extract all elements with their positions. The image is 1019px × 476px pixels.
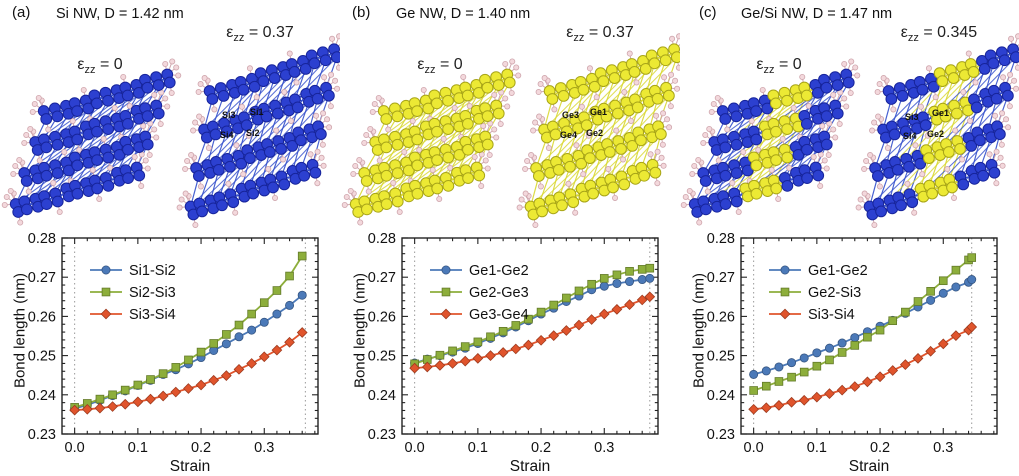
panel-c-atom-label-1: Si3 [905, 112, 919, 122]
svg-text:Si3-Si4: Si3-Si4 [808, 307, 855, 323]
svg-text:0.26: 0.26 [28, 309, 56, 325]
svg-text:0.26: 0.26 [707, 309, 735, 325]
panel-a-atom-label-1: Si3 [222, 110, 236, 120]
panel-a: (a) Si NW, D = 1.42 nm εzz = 0 εzz = 0.3… [0, 0, 340, 476]
panel-c-atom-label-4: Ge2 [927, 129, 945, 139]
svg-text:0.0: 0.0 [744, 440, 764, 456]
panel-a-bond-length-chart: 0.0 0.1 0.2 0.3 0.23 0.24 0.25 0.26 0.27 0.28 Si1-… [28, 231, 319, 456]
panel-b-atom-label-1: Ge3 [562, 110, 580, 120]
svg-text:0.25: 0.25 [707, 349, 735, 365]
svg-text:Ge1-Ge2: Ge1-Ge2 [808, 263, 868, 279]
structure-unstrained [341, 58, 522, 226]
panel-a-atom-label-3: Si4 [220, 130, 234, 140]
svg-text:0.28: 0.28 [368, 231, 396, 247]
svg-text:0.1: 0.1 [128, 440, 148, 456]
svg-text:0.26: 0.26 [368, 309, 396, 325]
panel-c-title: Ge/Si NW, D = 1.47 nm [741, 6, 893, 22]
svg-text:Ge1-Ge2: Ge1-Ge2 [469, 263, 529, 279]
panel-a-x-axis-label: Strain [169, 458, 211, 475]
panel-b-strain-zero-label: εzz = 0 [417, 56, 463, 77]
panel-b-strain-max-label: εzz = 0.37 [566, 24, 634, 45]
svg-text:0.2: 0.2 [531, 440, 551, 456]
svg-text:0.23: 0.23 [368, 427, 396, 443]
structure-strained [516, 33, 680, 228]
panel-a-label: (a) [12, 4, 31, 21]
panel-b-label: (b) [352, 4, 371, 21]
svg-text:0.25: 0.25 [368, 349, 396, 365]
panel-c-structures-svg [680, 33, 1019, 228]
panel-a-title: Si NW, D = 1.42 nm [56, 6, 184, 22]
panel-a-strain-max-label: εzz = 0.37 [226, 24, 294, 45]
structure-strained [855, 33, 1019, 228]
panel-c-strain-zero-label: εzz = 0 [756, 56, 802, 77]
svg-text:0.24: 0.24 [707, 388, 735, 404]
svg-text:0.3: 0.3 [254, 440, 274, 456]
panel-b-structures-svg [341, 33, 680, 228]
svg-text:0.27: 0.27 [707, 270, 735, 286]
panel-b: (b) Ge NW, D = 1.40 nm εzz = 0 εzz = 0.3… [340, 0, 680, 476]
panel-b-bond-length-chart: 0.0 0.1 0.2 0.3 0.23 0.24 0.25 0.26 0.27 0.28 Ge1-… [368, 231, 659, 456]
panel-c-bond-length-chart: 0.0 0.1 0.2 0.3 0.23 0.24 0.25 0.26 0.27 0.28 Ge1-… [707, 231, 998, 456]
svg-text:0.28: 0.28 [707, 231, 735, 247]
svg-text:Ge3-Ge4: Ge3-Ge4 [469, 307, 529, 323]
panel-c-label: (c) [699, 4, 717, 21]
svg-text:0.3: 0.3 [933, 440, 953, 456]
svg-text:0.27: 0.27 [28, 270, 56, 286]
panel-b-atom-label-2: Ge1 [590, 107, 608, 117]
svg-text:0.23: 0.23 [707, 427, 735, 443]
svg-text:0.1: 0.1 [468, 440, 488, 456]
panel-c: (c) Ge/Si NW, D = 1.47 nm εzz = 0 εzz = … [679, 0, 1019, 476]
panel-a-atom-label-2: Si1 [250, 107, 264, 117]
svg-text:0.2: 0.2 [191, 440, 211, 456]
svg-text:0.28: 0.28 [28, 231, 56, 247]
structure-strained [176, 33, 340, 228]
svg-text:Si1-Si2: Si1-Si2 [129, 263, 176, 279]
svg-text:0.0: 0.0 [65, 440, 85, 456]
svg-text:0.27: 0.27 [368, 270, 396, 286]
svg-text:0.3: 0.3 [594, 440, 614, 456]
panel-c-atom-label-2: Ge1 [932, 108, 950, 118]
panel-b-y-axis-label: Bond length (nm) [351, 272, 369, 389]
svg-text:0.1: 0.1 [807, 440, 827, 456]
panel-c-y-axis-label: Bond length (nm) [690, 272, 708, 389]
svg-text:0.2: 0.2 [870, 440, 890, 456]
panel-a-y-axis-label: Bond length (nm) [11, 272, 29, 389]
svg-text:0.24: 0.24 [28, 388, 56, 404]
svg-text:0.24: 0.24 [368, 388, 396, 404]
panel-b-x-axis-label: Strain [509, 458, 551, 475]
panel-a-strain-zero-label: εzz = 0 [77, 56, 123, 77]
svg-text:Si3-Si4: Si3-Si4 [129, 307, 176, 323]
panel-b-atom-label-3: Ge4 [560, 130, 578, 140]
panel-c-strain-max-label: εzz = 0.345 [900, 24, 978, 45]
structure-unstrained [680, 58, 861, 226]
panel-c-x-axis-label: Strain [848, 458, 890, 475]
panel-b-title: Ge NW, D = 1.40 nm [396, 6, 531, 22]
panel-b-atom-label-4: Ge2 [586, 128, 604, 138]
svg-text:Ge2-Ge3: Ge2-Ge3 [469, 285, 529, 301]
svg-text:Si2-Si3: Si2-Si3 [129, 285, 176, 301]
svg-text:0.25: 0.25 [28, 349, 56, 365]
panel-c-atom-label-3: Si4 [903, 131, 917, 141]
panel-a-atom-label-4: Si2 [246, 128, 260, 138]
svg-text:0.0: 0.0 [405, 440, 425, 456]
structure-unstrained [1, 58, 182, 226]
panel-a-structures-svg [1, 33, 340, 228]
svg-text:Ge2-Si3: Ge2-Si3 [808, 285, 861, 301]
svg-text:0.23: 0.23 [28, 427, 56, 443]
